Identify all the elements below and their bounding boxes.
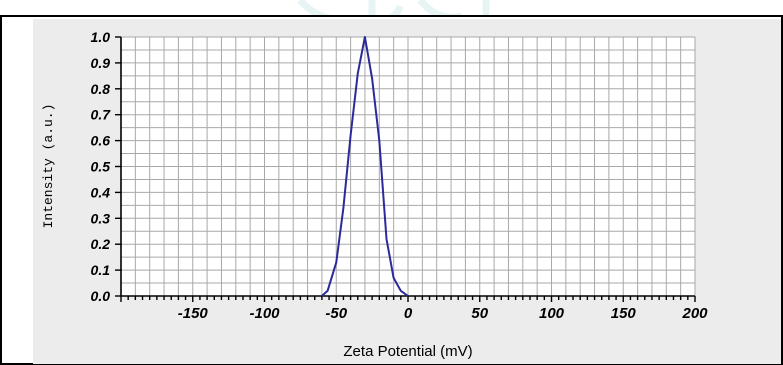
x-tick-label: 150 (611, 305, 637, 322)
y-tick-label: 0.7 (91, 107, 112, 123)
x-axis-title: Zeta Potential (mV) (343, 343, 472, 360)
y-tick-label: 0.3 (91, 210, 111, 226)
x-tick-label: 50 (471, 305, 488, 322)
x-tick-label: -50 (325, 305, 347, 322)
series-layer (321, 36, 409, 297)
y-tick-label: 0.4 (91, 184, 111, 200)
grid-lines (120, 36, 696, 297)
y-axis-title: Intensity (a.u.) (41, 104, 56, 229)
x-tick-label: -100 (249, 305, 280, 322)
y-tick-label: 1.0 (91, 29, 111, 45)
y-tick-label: 0.5 (91, 159, 111, 175)
y-tick-label: 0.1 (91, 262, 111, 278)
y-tick-label: 0.8 (91, 81, 111, 97)
x-tick-label: -150 (178, 305, 209, 322)
y-tick-label: 0.0 (91, 288, 111, 304)
y-tick-label: 0.6 (91, 133, 111, 149)
y-tick-labels: 0.0 0.1 0.2 0.3 0.4 0.5 0.6 0.7 0.8 0.9 1.0 (91, 29, 112, 304)
y-tick-label: 0.2 (91, 236, 111, 252)
x-tick-label: 0 (404, 305, 413, 322)
x-tick-label: 100 (539, 305, 565, 322)
x-tick-labels: -150 -100 -50 0 50 100 150 200 (178, 305, 708, 322)
y-tick-label: 0.9 (91, 55, 111, 71)
x-tick-label: 200 (681, 305, 708, 322)
series-line (321, 36, 409, 297)
